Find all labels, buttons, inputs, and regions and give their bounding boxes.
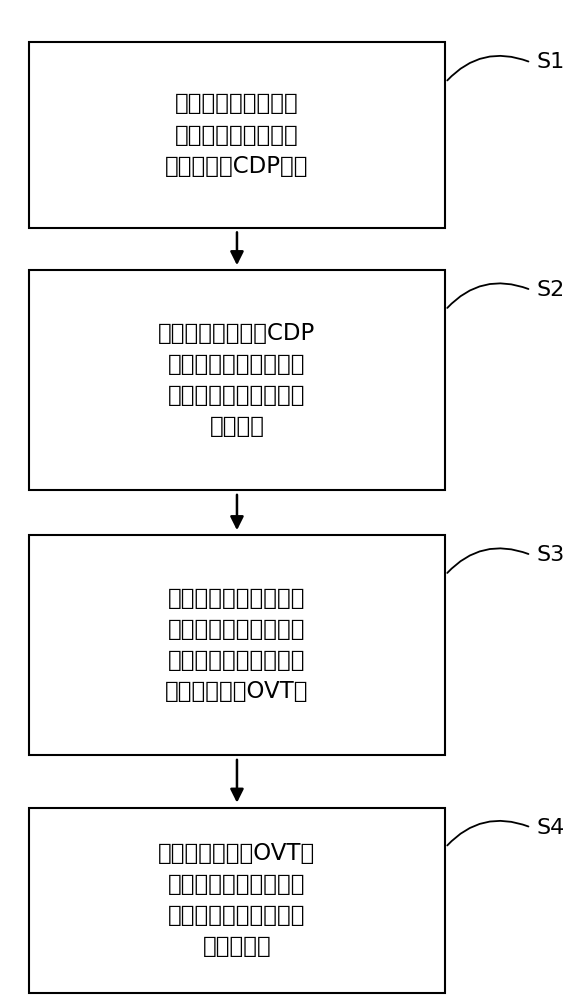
- Bar: [29, 535, 445, 755]
- Text: 利用共深度点网格将
三维共炮点道集转换
成叠前三维CDP道集: 利用共深度点网格将 三维共炮点道集转换 成叠前三维CDP道集: [165, 92, 309, 178]
- Text: S3: S3: [537, 545, 565, 565]
- Text: 将所述玫瑰图剖分成多
个炮检距向量片，并将
所有的所述炮检距向量
片组合成五维OVT体: 将所述玫瑰图剖分成多 个炮检距向量片，并将 所有的所述炮检距向量 片组合成五维O…: [165, 587, 309, 703]
- Text: 通过对所述五维OVT体
进行五维谱解析和叠加
去噪，以压制所述地震
资料的噪声: 通过对所述五维OVT体 进行五维谱解析和叠加 去噪，以压制所述地震 资料的噪声: [158, 842, 316, 958]
- Bar: [29, 270, 445, 490]
- Text: S1: S1: [537, 52, 565, 73]
- Text: S4: S4: [537, 818, 565, 837]
- Text: 根据所述叠前三维CDP
道集中的炮检坐标中心
点的位置分布密度，形
成玫瑰图: 根据所述叠前三维CDP 道集中的炮检坐标中心 点的位置分布密度，形 成玫瑰图: [158, 322, 316, 438]
- Bar: [29, 808, 445, 992]
- Text: S2: S2: [537, 280, 565, 300]
- Bar: [29, 42, 445, 228]
